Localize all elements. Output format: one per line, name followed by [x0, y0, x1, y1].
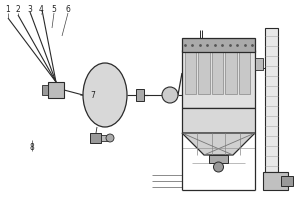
Circle shape: [162, 87, 178, 103]
Text: 6: 6: [66, 5, 70, 15]
Text: 7: 7: [91, 90, 95, 99]
Text: 2: 2: [16, 5, 20, 15]
Bar: [185, 52, 196, 94]
Bar: [263, 172, 288, 190]
Text: 1: 1: [6, 5, 10, 15]
Text: 3: 3: [28, 5, 32, 15]
Bar: [182, 38, 255, 52]
Polygon shape: [182, 133, 255, 155]
Bar: [90, 133, 101, 143]
Bar: [182, 50, 255, 108]
Text: 5: 5: [52, 5, 56, 15]
Bar: [281, 176, 293, 186]
Bar: [198, 52, 210, 94]
Bar: [182, 108, 255, 133]
Bar: [212, 52, 223, 94]
Bar: [101, 135, 109, 141]
Bar: [225, 52, 237, 94]
Bar: [136, 89, 144, 101]
Bar: [48, 82, 64, 98]
Bar: [238, 52, 250, 94]
Circle shape: [214, 162, 224, 172]
Text: 4: 4: [39, 5, 44, 15]
Circle shape: [106, 134, 114, 142]
Bar: [209, 155, 228, 163]
Ellipse shape: [83, 63, 127, 127]
Bar: [255, 58, 263, 70]
Bar: [42, 85, 48, 95]
Text: 8: 8: [30, 144, 34, 152]
Bar: [265, 28, 278, 172]
